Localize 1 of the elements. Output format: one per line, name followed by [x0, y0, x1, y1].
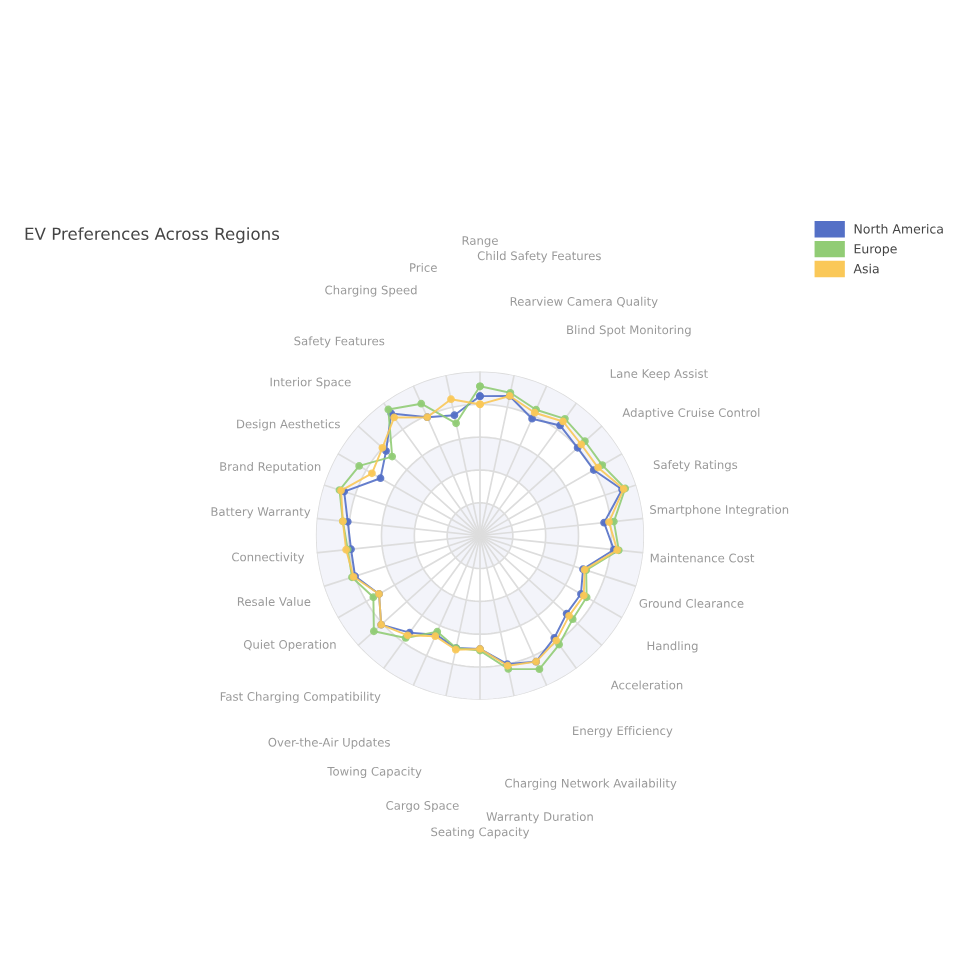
- chart-title: EV Preferences Across Regions: [25, 227, 280, 244]
